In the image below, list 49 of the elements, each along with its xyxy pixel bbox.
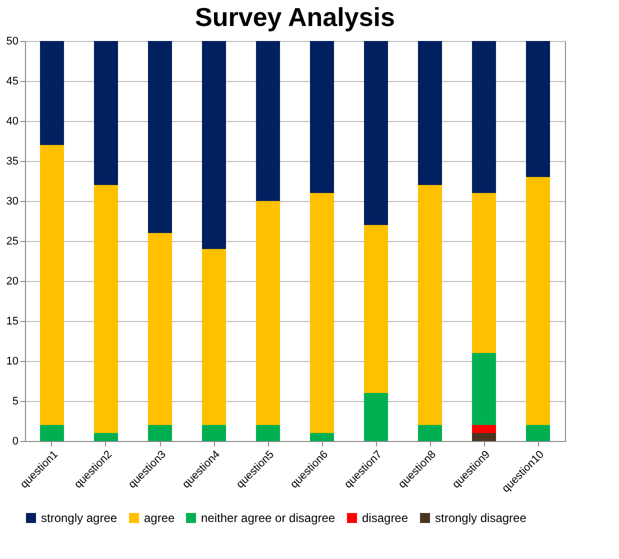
- y-tick-label: 40: [6, 116, 18, 128]
- bar: [364, 41, 388, 225]
- bar: [148, 233, 172, 425]
- bar: [148, 425, 172, 441]
- y-tick-label: 15: [6, 316, 18, 328]
- y-tick-label: 0: [12, 436, 18, 448]
- bar: [40, 425, 64, 441]
- bar: [256, 201, 280, 425]
- bar: [472, 193, 496, 353]
- bar: [472, 41, 496, 193]
- bar: [256, 41, 280, 201]
- bar: [364, 393, 388, 441]
- bar: [202, 41, 226, 249]
- y-tick-label: 10: [6, 356, 18, 368]
- bar: [310, 41, 334, 193]
- y-tick-label: 30: [6, 196, 18, 208]
- bar: [472, 353, 496, 425]
- bar: [310, 193, 334, 433]
- bar: [526, 177, 550, 425]
- bar: [364, 225, 388, 393]
- legend-label: agree: [144, 511, 176, 525]
- legend-label: neither agree or disagree: [201, 511, 336, 525]
- bar: [40, 41, 64, 145]
- bar: [40, 145, 64, 425]
- bar: [94, 41, 118, 185]
- bar: [202, 425, 226, 441]
- y-tick-label: 35: [6, 156, 18, 168]
- legend-label: strongly agree: [41, 511, 118, 525]
- legend-label: strongly disagree: [435, 511, 527, 525]
- y-tick-label: 5: [12, 396, 18, 408]
- chart-title: Survey Analysis: [195, 2, 395, 32]
- bar: [472, 433, 496, 441]
- bar: [310, 433, 334, 441]
- bar: [418, 41, 442, 185]
- bar: [202, 249, 226, 425]
- y-tick-label: 50: [6, 36, 18, 48]
- bar: [94, 185, 118, 433]
- bar: [418, 185, 442, 425]
- bar: [526, 425, 550, 441]
- y-tick-label: 45: [6, 76, 18, 88]
- y-tick-label: 20: [6, 276, 18, 288]
- bar: [526, 41, 550, 177]
- bar: [94, 433, 118, 441]
- y-tick-label: 25: [6, 236, 18, 248]
- bar: [256, 425, 280, 441]
- legend-label: disagree: [362, 511, 408, 525]
- bar: [472, 425, 496, 433]
- bar: [418, 425, 442, 441]
- bar: [148, 41, 172, 233]
